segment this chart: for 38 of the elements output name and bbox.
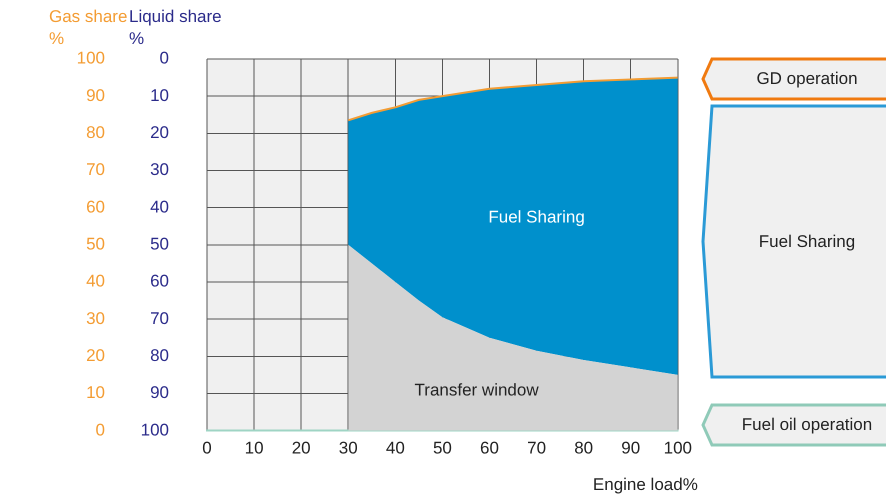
y-tick-label: 20 xyxy=(86,346,105,365)
x-tick-label: 80 xyxy=(574,438,594,458)
y2-tick-label: 20 xyxy=(150,123,169,142)
series-label: Transfer window xyxy=(414,380,540,400)
y2-tick-label: 100 xyxy=(140,420,169,440)
y2-tick-label: 40 xyxy=(150,197,169,216)
y-tick-label: 50 xyxy=(86,234,105,254)
y2-axis-title: Liquid share % xyxy=(129,7,222,48)
x-tick-label: 0 xyxy=(202,438,212,458)
x-tick-label: 70 xyxy=(527,438,546,458)
y-tick-label: 40 xyxy=(86,272,105,291)
y-tick-label: 60 xyxy=(86,197,105,216)
x-tick-label: 60 xyxy=(480,438,499,458)
y-tick-label: 90 xyxy=(86,86,105,105)
x-tick-label: 100 xyxy=(664,438,692,458)
y-tick-label: 80 xyxy=(86,123,105,142)
y2-tick-label: 60 xyxy=(150,272,169,291)
y-tick-label: 30 xyxy=(86,308,105,328)
x-tick-label: 30 xyxy=(338,438,358,458)
y2-tick-label: 70 xyxy=(150,308,169,328)
x-axis-title: Engine load% xyxy=(592,475,698,494)
y2-tick-label: 50 xyxy=(150,234,169,254)
x-tick-label: 40 xyxy=(386,438,405,458)
y2-tick-label: 80 xyxy=(150,346,169,365)
x-tick-label: 20 xyxy=(292,438,311,458)
y-tick-label: 100 xyxy=(76,48,105,68)
y-tick-label: 10 xyxy=(86,383,105,402)
series-label: Fuel Sharing xyxy=(488,208,585,227)
x-tick-label: 90 xyxy=(621,438,640,458)
x-tick-label: 10 xyxy=(244,438,264,458)
y2-tick-label: 0 xyxy=(160,48,169,68)
y-tick-label: 70 xyxy=(86,160,105,180)
y2-tick-label: 10 xyxy=(150,86,169,105)
y2-tick-label: 30 xyxy=(150,160,169,180)
x-tick-label: 50 xyxy=(432,438,452,458)
y-tick-label: 0 xyxy=(96,420,105,440)
y2-tick-label: 90 xyxy=(150,383,169,402)
y-axis-title: Gas share % xyxy=(49,7,128,48)
